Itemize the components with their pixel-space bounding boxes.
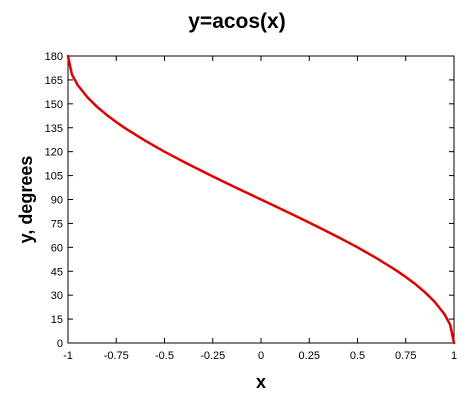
series-layer (66, 54, 456, 345)
y-tick-label: 105 (45, 171, 63, 183)
x-tick-label: 0.5 (350, 350, 365, 362)
y-tick-label: 120 (45, 147, 63, 159)
x-tick-label: -0.5 (155, 350, 174, 362)
y-tick-label: 45 (51, 266, 63, 278)
y-tick-label: 165 (45, 75, 63, 87)
y-tick-label: 90 (51, 195, 63, 207)
series-line (66, 54, 456, 345)
chart-title: y=acos(x) (188, 10, 286, 33)
y-tick-label: 60 (51, 242, 63, 254)
y-tick-label: 0 (57, 338, 63, 350)
x-axis-ticks: -1 -0.75 -0.5 -0.25 0 0.25 0.5 0.75 1 (63, 56, 457, 362)
y-axis-ticks: 0 15 30 45 60 75 90 105 120 135 150 165 180 (45, 51, 454, 350)
y-tick-label: 15 (51, 314, 63, 326)
y-tick-label: 30 (51, 290, 63, 302)
x-tick-label: 0.25 (299, 350, 320, 362)
x-tick-label: -0.75 (104, 350, 129, 362)
x-tick-label: -0.25 (200, 350, 225, 362)
y-axis-title: y, degrees (16, 156, 36, 244)
y-tick-label: 150 (45, 99, 63, 111)
y-tick-label: 75 (51, 218, 63, 230)
plot-area-frame (67, 55, 455, 344)
y-tick-label: 135 (45, 123, 63, 135)
x-tick-label: -1 (63, 350, 73, 362)
x-tick-label: 1 (451, 350, 457, 362)
x-tick-label: 0.75 (395, 350, 416, 362)
y-tick-label: 180 (45, 51, 63, 63)
x-axis-title: x (256, 372, 266, 392)
x-tick-label: 0 (258, 350, 264, 362)
